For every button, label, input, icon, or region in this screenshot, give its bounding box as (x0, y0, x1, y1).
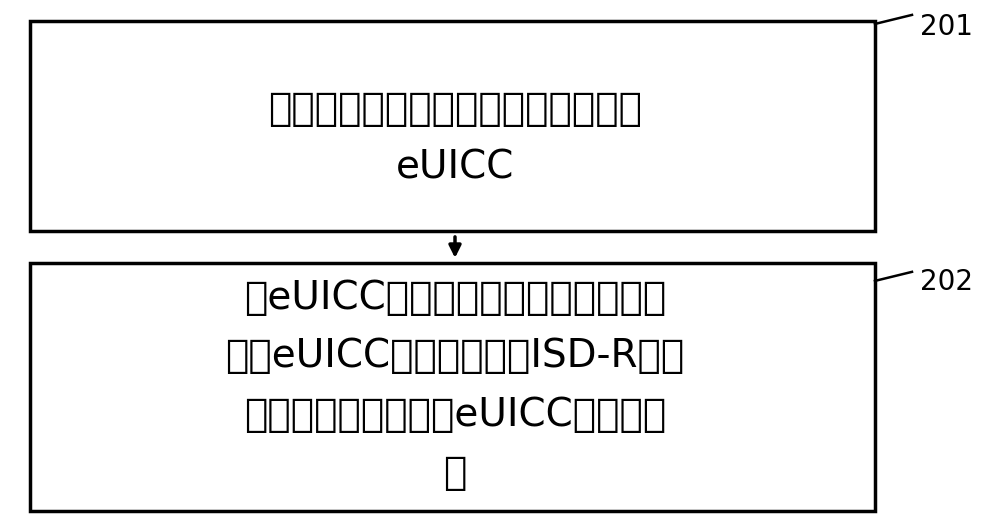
Text: 话: 话 (443, 454, 467, 493)
Text: 终端设备激活嵌入式通用集成电路卡: 终端设备激活嵌入式通用集成电路卡 (268, 90, 642, 128)
Bar (30, 263, 875, 511)
Bar (30, 21, 875, 231)
Text: 202: 202 (920, 268, 973, 296)
Text: eUICC: eUICC (396, 148, 514, 187)
Text: 201: 201 (920, 13, 973, 40)
Text: 在eUICC的初始化过程中，终端设备: 在eUICC的初始化过程中，终端设备 (244, 279, 666, 317)
Text: 选择eUICC中的根安全域ISD-R应用: 选择eUICC中的根安全域ISD-R应用 (225, 337, 685, 376)
Text: ，以保持终端设备与eUICC之间的会: ，以保持终端设备与eUICC之间的会 (244, 396, 666, 434)
